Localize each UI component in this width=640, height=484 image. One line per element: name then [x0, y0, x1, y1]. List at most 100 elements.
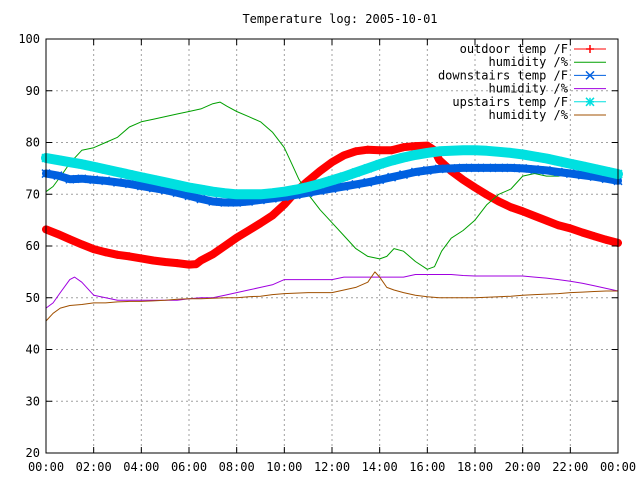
point-marker [65, 174, 75, 184]
point-marker [554, 221, 563, 230]
point-marker [89, 162, 99, 172]
y-tick-label: 60 [26, 239, 40, 253]
point-marker [124, 170, 134, 180]
point-marker [149, 256, 158, 265]
point-marker [471, 183, 479, 192]
point-marker [65, 157, 75, 167]
point-marker [375, 146, 384, 155]
point-marker [339, 151, 348, 160]
point-marker [398, 152, 409, 163]
legend-label: upstairs temp /F [452, 95, 568, 109]
point-marker [267, 188, 277, 198]
point-marker [446, 163, 456, 173]
point-marker [53, 155, 63, 165]
x-tick-label: 16:00 [409, 460, 445, 474]
legend-label: humidity /% [489, 108, 569, 122]
point-marker [589, 164, 599, 174]
point-marker [398, 170, 409, 180]
point-marker [530, 211, 539, 220]
point-marker [494, 197, 503, 206]
point-marker [518, 149, 528, 159]
series-1 [45, 101, 619, 270]
point-marker [208, 187, 218, 197]
point-marker [196, 185, 206, 195]
point-marker [387, 156, 397, 166]
x-tick-label: 06:00 [171, 460, 207, 474]
point-marker [53, 230, 62, 239]
point-marker [434, 146, 444, 156]
legend-entry: downstairs temp /F [438, 68, 606, 82]
point-marker [232, 189, 242, 199]
point-marker [220, 197, 230, 208]
point-marker [530, 151, 540, 162]
y-tick-label: 70 [26, 187, 40, 201]
point-marker [565, 159, 575, 169]
point-marker [494, 163, 504, 173]
point-marker [553, 156, 563, 166]
x-tick-label: 10:00 [266, 460, 302, 474]
y-tick-label: 20 [26, 446, 40, 460]
point-marker [565, 169, 575, 179]
point-marker [339, 181, 349, 192]
point-marker [112, 177, 123, 187]
legend-entry: humidity /% [489, 108, 606, 122]
point-marker [482, 163, 492, 173]
point-marker [434, 164, 444, 174]
point-marker [232, 233, 241, 242]
point-marker [173, 259, 182, 268]
point-marker [172, 180, 182, 190]
x-tick-label: 00:00 [28, 460, 64, 474]
point-marker [542, 216, 551, 225]
point-marker [303, 182, 313, 192]
point-marker [101, 248, 110, 257]
point-marker [244, 226, 253, 235]
point-marker [161, 258, 170, 267]
y-tick-label: 40 [26, 343, 40, 357]
point-marker [53, 171, 63, 181]
y-tick-label: 100 [18, 32, 40, 46]
y-tick-label: 50 [26, 291, 40, 305]
series-line [45, 101, 619, 270]
x-tick-label: 00:00 [600, 460, 636, 474]
point-marker [160, 177, 170, 187]
point-marker [244, 189, 254, 199]
point-marker [101, 164, 111, 174]
point-marker [363, 145, 372, 154]
point-marker [435, 156, 444, 165]
x-tick-label: 04:00 [123, 460, 159, 474]
x-tick-label: 22:00 [552, 460, 588, 474]
point-marker [351, 167, 361, 178]
point-marker [482, 190, 491, 199]
point-marker [351, 179, 361, 189]
point-marker [585, 97, 595, 107]
legend-label: outdoor temp /F [460, 42, 568, 56]
point-marker [458, 163, 468, 173]
y-tick-label: 30 [26, 394, 40, 408]
point-marker [255, 189, 266, 199]
x-tick-label: 02:00 [76, 460, 112, 474]
point-marker [268, 211, 277, 220]
point-marker [387, 172, 397, 182]
point-marker [279, 187, 289, 197]
series-line [45, 271, 619, 322]
point-marker [351, 147, 360, 156]
point-marker [184, 191, 194, 201]
legend-entry: outdoor temp /F [460, 42, 606, 56]
point-marker [208, 250, 217, 259]
point-marker [459, 175, 468, 184]
point-marker [77, 174, 87, 184]
x-tick-label: 20:00 [505, 460, 541, 474]
point-marker [494, 147, 504, 157]
legend-entry: humidity /% [489, 82, 606, 96]
point-marker [530, 164, 540, 174]
point-marker [232, 197, 242, 208]
point-marker [124, 179, 134, 189]
point-marker [184, 182, 194, 193]
series-line [45, 274, 619, 309]
point-marker [208, 196, 218, 207]
point-marker [541, 165, 552, 175]
point-marker [327, 175, 337, 185]
chart-title: Temperature log: 2005-10-01 [242, 12, 437, 26]
point-marker [518, 207, 527, 216]
point-marker [458, 145, 468, 155]
